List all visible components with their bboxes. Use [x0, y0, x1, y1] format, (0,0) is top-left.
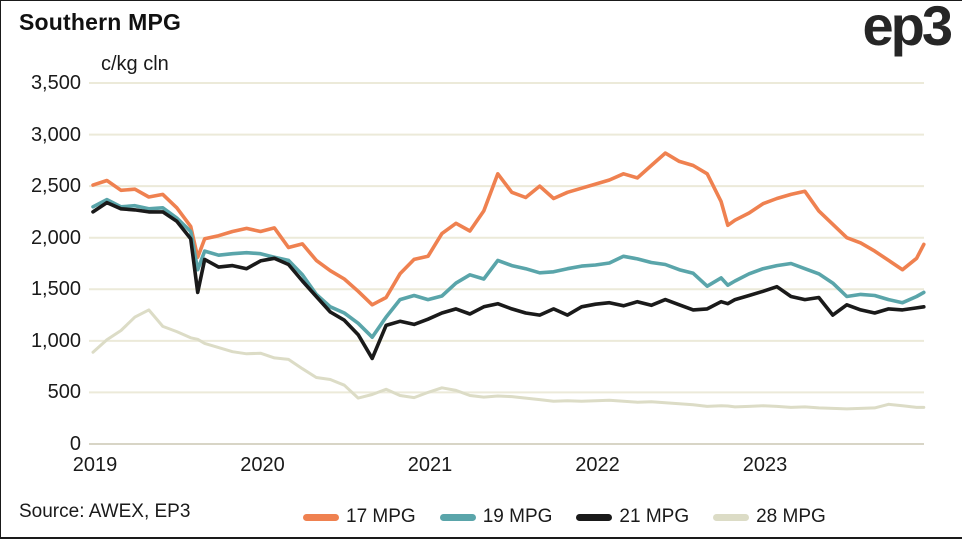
x-tick-label: 2020: [240, 454, 285, 476]
page-title: Southern MPG: [19, 9, 182, 35]
legend-swatch: [303, 513, 339, 521]
ep3-logo: ep3: [862, 0, 953, 57]
series-line-28-mpg: [91, 308, 926, 411]
x-tick-label: 2023: [742, 454, 788, 476]
legend-swatch: [439, 513, 476, 521]
legend-item-28-mpg: 28 MPG: [713, 506, 826, 528]
series-line-17-mpg: [91, 151, 926, 307]
legend-label: 17 MPG: [346, 506, 416, 527]
y-tick-label: 2,500: [30, 175, 81, 198]
legend-swatch: [576, 513, 613, 521]
y-tick-label: 3,500: [30, 72, 81, 94]
y-tick-label: 1,000: [30, 329, 81, 352]
legend-label: 21 MPG: [619, 506, 690, 527]
series-line-21-mpg: [91, 200, 926, 361]
x-tick-label: 2019: [72, 454, 118, 476]
y-tick-label: 2,000: [30, 226, 81, 249]
legend-label: 28 MPG: [756, 506, 826, 527]
legend: 17 MPG 19 MPG 21 MPG 28 MPG: [303, 506, 826, 528]
y-tick-label: 500: [47, 381, 81, 404]
y-tick-label: 3,000: [30, 123, 81, 146]
y-tick-label: 0: [69, 433, 81, 455]
legend-label: 19 MPG: [482, 506, 553, 527]
legend-swatch: [713, 513, 750, 521]
x-tick-label: 2022: [575, 454, 620, 476]
x-tick-label: 2021: [407, 454, 453, 476]
series-line-19-mpg: [91, 197, 926, 340]
source-text: Source: AWEX, EP3: [19, 501, 191, 522]
legend-item-17-mpg: 17 MPG: [303, 506, 416, 528]
legend-item-19-mpg: 19 MPG: [439, 506, 553, 528]
y-axis-unit-label: c/kg cln: [101, 53, 169, 75]
y-tick-label: 1,500: [30, 278, 81, 301]
legend-item-21-mpg: 21 MPG: [576, 506, 689, 528]
